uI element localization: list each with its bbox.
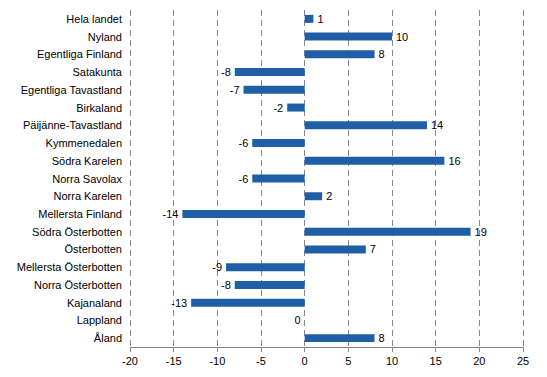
svg-text:Norra Savolax: Norra Savolax [52, 173, 122, 185]
svg-text:-8: -8 [221, 66, 231, 78]
svg-text:Lappland: Lappland [77, 314, 122, 326]
svg-text:Satakunta: Satakunta [72, 66, 122, 78]
svg-text:10: 10 [396, 31, 408, 43]
svg-text:Kymmenedalen: Kymmenedalen [46, 137, 122, 149]
svg-text:10: 10 [386, 355, 398, 367]
svg-text:-6: -6 [238, 137, 248, 149]
svg-text:0: 0 [302, 355, 308, 367]
svg-text:Norra Österbotten: Norra Österbotten [34, 279, 122, 291]
svg-text:14: 14 [431, 119, 443, 131]
svg-text:-6: -6 [238, 173, 248, 185]
svg-text:Egentliga Tavastland: Egentliga Tavastland [21, 84, 122, 96]
svg-text:-5: -5 [256, 355, 266, 367]
svg-text:2: 2 [326, 190, 332, 202]
svg-text:Mellersta Österbotten: Mellersta Österbotten [17, 261, 122, 273]
svg-text:-13: -13 [171, 297, 187, 309]
svg-text:-8: -8 [221, 279, 231, 291]
svg-text:Egentliga Finland: Egentliga Finland [37, 48, 122, 60]
svg-text:-15: -15 [166, 355, 182, 367]
svg-text:-14: -14 [162, 208, 178, 220]
svg-text:Kajanaland: Kajanaland [67, 297, 122, 309]
svg-text:15: 15 [430, 355, 442, 367]
svg-text:25: 25 [517, 355, 529, 367]
svg-text:20: 20 [473, 355, 485, 367]
svg-text:-7: -7 [230, 84, 240, 96]
svg-text:1: 1 [317, 13, 323, 25]
svg-text:Nyland: Nyland [88, 31, 122, 43]
svg-text:7: 7 [370, 243, 376, 255]
svg-text:Päijänne-Tavastland: Päijänne-Tavastland [23, 119, 122, 131]
svg-text:-9: -9 [212, 261, 222, 273]
svg-text:Södra Österbotten: Södra Österbotten [32, 226, 122, 238]
svg-text:19: 19 [475, 226, 487, 238]
svg-text:Birkaland: Birkaland [76, 102, 122, 114]
svg-text:Hela landet: Hela landet [66, 13, 122, 25]
svg-text:5: 5 [345, 355, 351, 367]
svg-text:Mellersta Finland: Mellersta Finland [38, 208, 122, 220]
svg-text:Södra Karelen: Södra Karelen [52, 155, 122, 167]
svg-text:Österbotten: Österbotten [65, 243, 122, 255]
svg-text:0: 0 [295, 314, 301, 326]
svg-text:Åland: Åland [94, 332, 122, 344]
svg-text:8: 8 [379, 48, 385, 60]
svg-text:Norra Karelen: Norra Karelen [54, 190, 122, 202]
svg-text:16: 16 [448, 155, 460, 167]
svg-text:-20: -20 [122, 355, 138, 367]
svg-text:-2: -2 [273, 102, 283, 114]
svg-text:-10: -10 [209, 355, 225, 367]
svg-text:8: 8 [379, 332, 385, 344]
